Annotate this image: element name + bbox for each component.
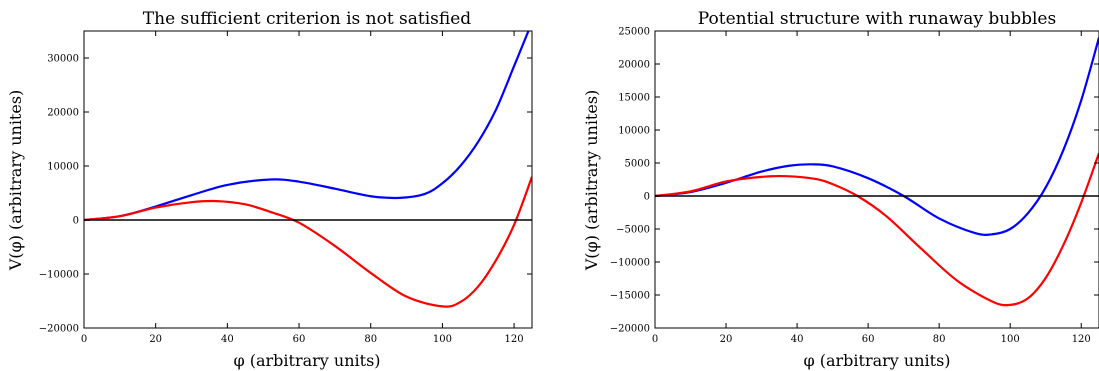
y-tick-label-left: −20000 [39,324,79,335]
plot-frame-left [83,30,533,329]
y-tick-label-right: −5000 [616,225,650,236]
x-axis-label-right: φ (arbitrary units) [803,351,950,370]
x-tick-label-right: 80 [933,334,946,345]
x-tick-label-right: 60 [862,334,875,345]
y-tick-label-right: −10000 [610,258,650,269]
y-tick-label-right: −15000 [610,291,650,302]
y-tick-label-right: 15000 [618,93,650,104]
chart-title-right: Potential structure with runaway bubbles [698,9,1056,29]
x-tick-label-right: 40 [791,334,804,345]
y-axis-label-right: V(φ) (arbitrary unites) [582,90,601,272]
y-tick-label-right: 5000 [625,159,650,170]
x-tick-label-left: 40 [221,334,234,345]
y-tick-label-left: −10000 [39,270,79,281]
x-tick-label-left: 20 [149,334,162,345]
x-tick-label-left: 80 [364,334,377,345]
y-tick-label-right: 20000 [618,60,650,71]
y-tick-label-right: 0 [644,192,650,203]
x-tick-label-right: 100 [1001,334,1020,345]
series-line-right-1 [655,152,1099,307]
x-tick-label-left: 60 [293,334,306,345]
y-tick-label-left: 10000 [47,162,79,173]
y-tick-label-right: 10000 [618,126,650,137]
x-axis-label-left: φ (arbitrary units) [233,351,380,370]
y-tick-label-left: 0 [73,216,79,227]
chart-panel-right: Potential structure with runaway bubbles… [582,9,1099,370]
x-tick-label-right: 0 [652,334,658,345]
x-tick-label-right: 20 [720,334,733,345]
x-tick-label-left: 0 [81,334,87,345]
chart-title-left: The sufficient criterion is not satisfie… [143,9,472,29]
x-tick-label-left: 120 [505,334,524,345]
x-tick-label-right: 120 [1072,334,1091,345]
y-tick-label-left: 20000 [47,108,79,119]
plot-frame-right [654,30,1099,329]
series-line-right-0 [655,37,1099,236]
y-tick-label-right: 25000 [618,27,650,38]
chart-panel-left: The sufficient criterion is not satisfie… [6,9,533,370]
series-line-left-1 [84,176,532,308]
y-tick-label-left: 30000 [47,54,79,65]
y-tick-label-right: −20000 [610,324,650,335]
series-line-left-0 [84,31,530,222]
x-tick-label-left: 100 [433,334,452,345]
y-axis-label-left: V(φ) (arbitrary unites) [6,90,25,272]
